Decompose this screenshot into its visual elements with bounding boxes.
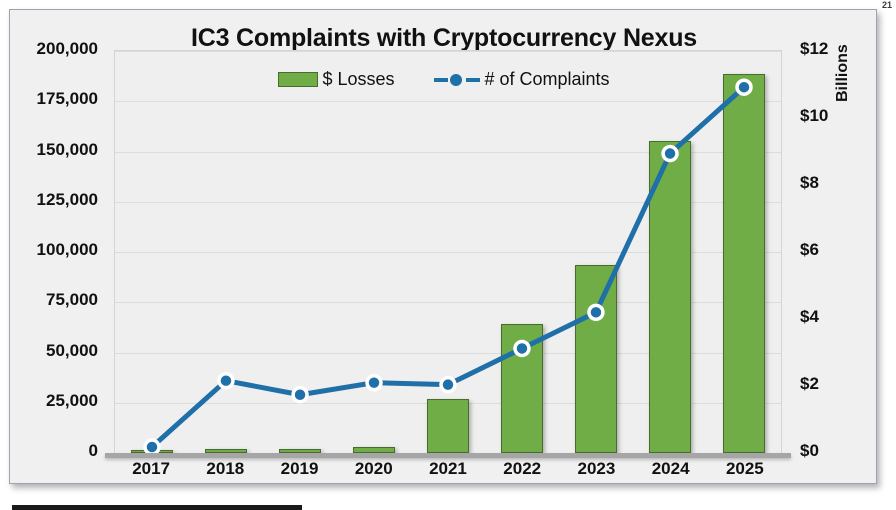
- bar[interactable]: [649, 140, 691, 453]
- legend-label: # of Complaints: [484, 69, 610, 89]
- secondary-axis-tick: $0: [800, 441, 819, 460]
- secondary-axis-tick: $4: [800, 307, 819, 326]
- category-tick: 2023: [577, 459, 616, 478]
- legend-line-swatch-icon: [434, 72, 481, 88]
- category-tick: 2022: [503, 459, 542, 478]
- chart-legend[interactable]: $ Losses # of Complaints: [10, 69, 878, 90]
- secondary-axis-tick: $2: [800, 374, 819, 393]
- bar[interactable]: [575, 264, 617, 453]
- secondary-axis-tick: $10: [800, 106, 829, 125]
- primary-axis-tick: 100,000: [36, 240, 98, 259]
- bar[interactable]: [427, 399, 469, 453]
- category-tick: 2021: [429, 459, 467, 478]
- bar-slot: [559, 51, 633, 453]
- category-axis-line: [105, 453, 791, 458]
- bar[interactable]: [279, 449, 321, 453]
- bar-slot: [633, 51, 707, 453]
- category-tick: 2017: [132, 459, 171, 478]
- secondary-axis-tick: $6: [800, 240, 819, 259]
- bar[interactable]: [723, 73, 765, 453]
- bar-slot: [189, 51, 263, 453]
- primary-axis-tick: 150,000: [36, 139, 98, 159]
- category-tick: 2024: [651, 459, 690, 478]
- primary-axis-tick: 0: [88, 441, 98, 460]
- chart-title: IC3 Complaints with Cryptocurrency Nexus: [190, 24, 697, 52]
- legend-entry[interactable]: # of Complaints: [434, 69, 610, 90]
- chart-object[interactable]: IC3 Complaints with Cryptocurrency Nexus…: [9, 9, 877, 484]
- category-axis-labels: 2017 2018 2019 2020 2021 2022 2023 2024 2025: [114, 459, 782, 479]
- secondary-axis-tick: $8: [800, 173, 819, 192]
- primary-axis-tick: 25,000: [46, 390, 98, 410]
- bar-slot: [411, 51, 485, 453]
- primary-axis-tick: 50,000: [46, 340, 98, 360]
- bar-slot: [337, 51, 411, 453]
- category-tick: 2025: [725, 459, 764, 478]
- bar-slot: [263, 51, 337, 453]
- category-tick: 2018: [206, 459, 245, 478]
- legend-label: $ Losses: [322, 69, 395, 89]
- primary-axis-tick: 75,000: [46, 290, 98, 310]
- bar-slot: [115, 51, 189, 453]
- secondary-axis-tick: $12: [800, 39, 829, 58]
- plot-area: [114, 50, 782, 456]
- category-tick: 2020: [354, 459, 393, 478]
- primary-axis-tick: 125,000: [36, 189, 98, 209]
- legend-entry[interactable]: $ Losses: [278, 69, 394, 90]
- category-tick: 2019: [280, 459, 319, 478]
- primary-axis-tick: 200,000: [36, 39, 98, 58]
- slide-footer-rule: [12, 505, 302, 510]
- bar-series-losses: [115, 51, 781, 453]
- gridline: [115, 51, 781, 52]
- legend-bar-swatch-icon: [278, 72, 319, 87]
- bar[interactable]: [501, 323, 543, 453]
- slide-number: 21: [881, 0, 892, 10]
- primary-axis-tick: 175,000: [36, 89, 98, 109]
- bar-slot: [485, 51, 559, 453]
- bar-slot: [707, 51, 781, 453]
